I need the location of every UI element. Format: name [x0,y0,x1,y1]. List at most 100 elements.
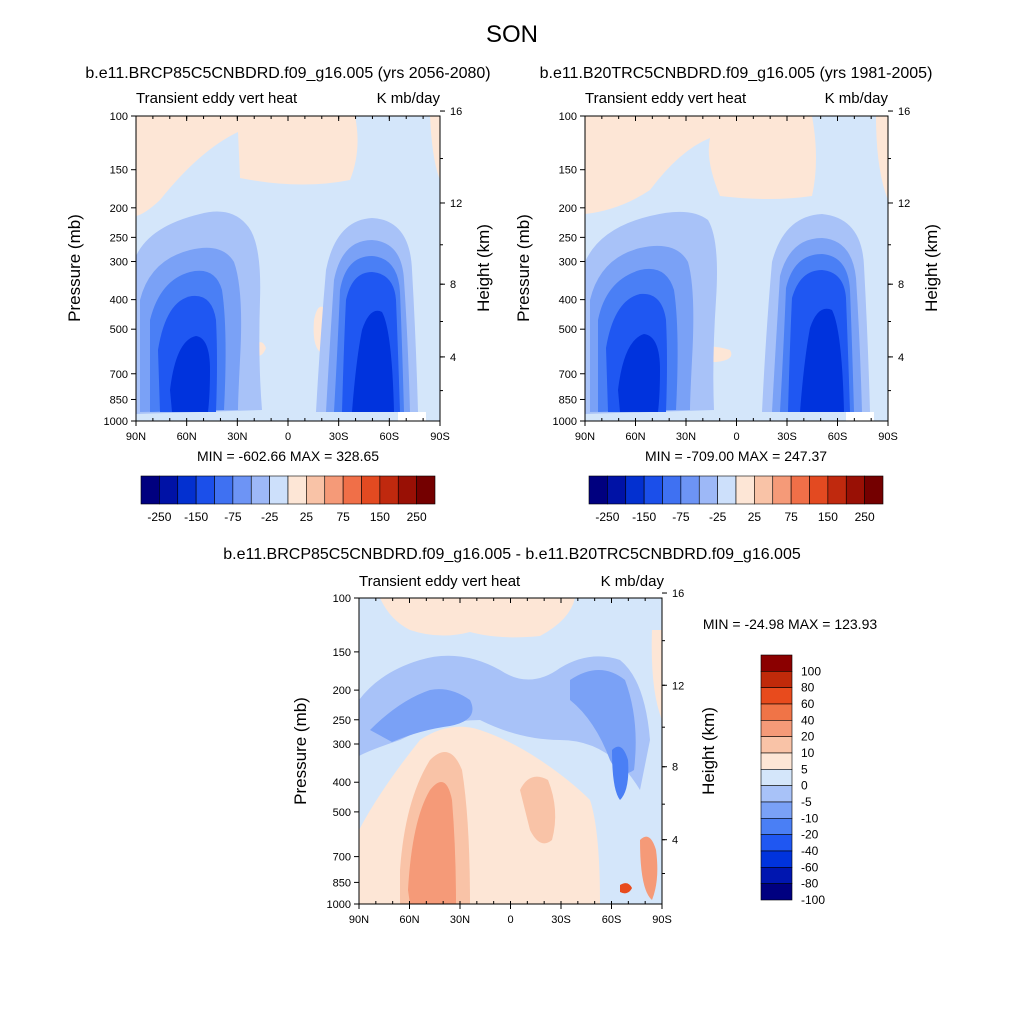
colorbar-swatch [827,475,847,505]
y-right-tick-label: 16 [672,588,684,600]
positive-region-edge [876,116,888,200]
y-tick-label: 200 [110,203,128,215]
colorbar-swatch [760,785,793,803]
colorbar-swatch [195,475,215,505]
y-tick-label: 250 [559,232,577,244]
y-right-tick-label: 4 [450,352,456,364]
y-tick-label: 300 [110,257,128,269]
colorbar-label: 80 [801,681,815,695]
colorbar-label: -20 [801,828,819,842]
colorbar-swatch [416,475,436,505]
y-tick-label: 300 [559,257,577,269]
colorbar-swatch [760,801,793,819]
positive-region-edge [430,116,440,180]
colorbar-swatch [754,475,774,505]
colorbar-label: -75 [224,510,242,524]
colorbar-swatch [625,475,645,505]
y-tick-label: 100 [333,593,351,605]
colorbar-swatch [760,850,793,868]
positive-region-edge [651,630,662,720]
y-tick-label: 500 [559,324,577,336]
y-tick-label: 400 [559,295,577,307]
colorbar-swatch [760,703,793,721]
colorbar-swatch [397,475,417,505]
colorbar-swatch [140,475,160,505]
y-tick-label: 700 [333,852,351,864]
colorbar-swatch [662,475,682,505]
x-tick-label: 90N [126,431,146,443]
colorbar-label: -5 [801,795,812,809]
x-tick-label: 60S [602,914,622,926]
colorbar-label: 40 [801,713,815,727]
y-tick-label: 100 [110,111,128,123]
nh-contour-5 [170,336,210,412]
y-tick-label: 100 [559,111,577,123]
y-tick-label: 250 [110,232,128,244]
y-tick-label: 400 [110,295,128,307]
colorbar-swatch [760,834,793,852]
y-right-tick-label: 12 [672,680,684,692]
field-label: Transient eddy vert heat [585,90,747,107]
colorbar: 100 80 60 40 20 10 5 0 -5 -10 -20 -40 -60 -80 -100 [760,654,825,907]
positive-region-top [136,116,358,216]
positive-sh-edge [640,836,658,900]
y-tick-label: 850 [333,877,351,889]
colorbar-label: 75 [784,510,798,524]
colorbar-label: 25 [300,510,314,524]
y-right-tick-label: 16 [450,106,462,118]
min-max-label: MIN = -602.66 MAX = 328.65 [197,448,379,464]
y-axis-right-label: Height (km) [922,224,941,312]
colorbar-swatch [760,654,793,672]
colorbar-label: 10 [801,746,815,760]
y-right-tick-label: 8 [898,279,904,291]
colorbar-label: 20 [801,730,815,744]
y-tick-label: 300 [333,739,351,751]
colorbar-label: -250 [147,510,171,524]
colorbar-label: -250 [595,510,619,524]
x-tick-label: 90S [430,431,450,443]
y-right-tick-label: 16 [898,106,910,118]
colorbar: -250 -150 -75 -25 25 75 150 250 [588,475,884,524]
positive-band-strong [408,782,456,904]
contour-field [359,598,662,904]
x-tick-label: 30S [329,431,349,443]
y-tick-label: 150 [110,165,128,177]
colorbar-label: 150 [370,510,390,524]
x-tick-label: 90S [652,914,672,926]
axis-ticks: 90N 60N 30N 0 30S 60S 90S 100 150 200 250 300 400 500… [104,106,463,443]
y-tick-label: 850 [110,394,128,406]
x-tick-label: 30S [551,914,571,926]
y-axis-label: Pressure (mb) [65,214,84,322]
y-tick-label: 200 [559,203,577,215]
sh-contour-5 [352,310,394,412]
colorbar-swatch [342,475,362,505]
panel-difference: b.e11.BRCP85C5CNBDRD.f09_g16.005 - b.e11… [223,546,877,926]
x-tick-label: 60N [399,914,419,926]
x-tick-label: 0 [733,431,739,443]
colorbar-label: -25 [709,510,727,524]
colorbar-swatch [698,475,718,505]
y-tick-label: 1000 [553,416,577,428]
colorbar-swatch [177,475,197,505]
x-tick-label: 30N [227,431,247,443]
field-label: Transient eddy vert heat [136,90,298,107]
min-max-label: MIN = -24.98 MAX = 123.93 [703,616,878,632]
colorbar-swatch [760,883,793,901]
colorbar-swatch [735,475,755,505]
colorbar-label: -100 [801,893,825,907]
colorbar-label: 25 [748,510,762,524]
y-right-tick-label: 12 [450,198,462,210]
y-right-tick-label: 8 [672,762,678,774]
colorbar-swatch [607,475,627,505]
y-tick-label: 1000 [327,899,351,911]
y-tick-label: 700 [110,369,128,381]
colorbar-label: 5 [801,762,808,776]
y-axis-label: Pressure (mb) [514,214,533,322]
colorbar-swatch [760,671,793,688]
y-tick-label: 200 [333,685,351,697]
colorbar-swatch [760,867,793,884]
colorbar-label: -80 [801,877,819,891]
y-tick-label: 150 [333,647,351,659]
y-tick-label: 1000 [104,416,128,428]
